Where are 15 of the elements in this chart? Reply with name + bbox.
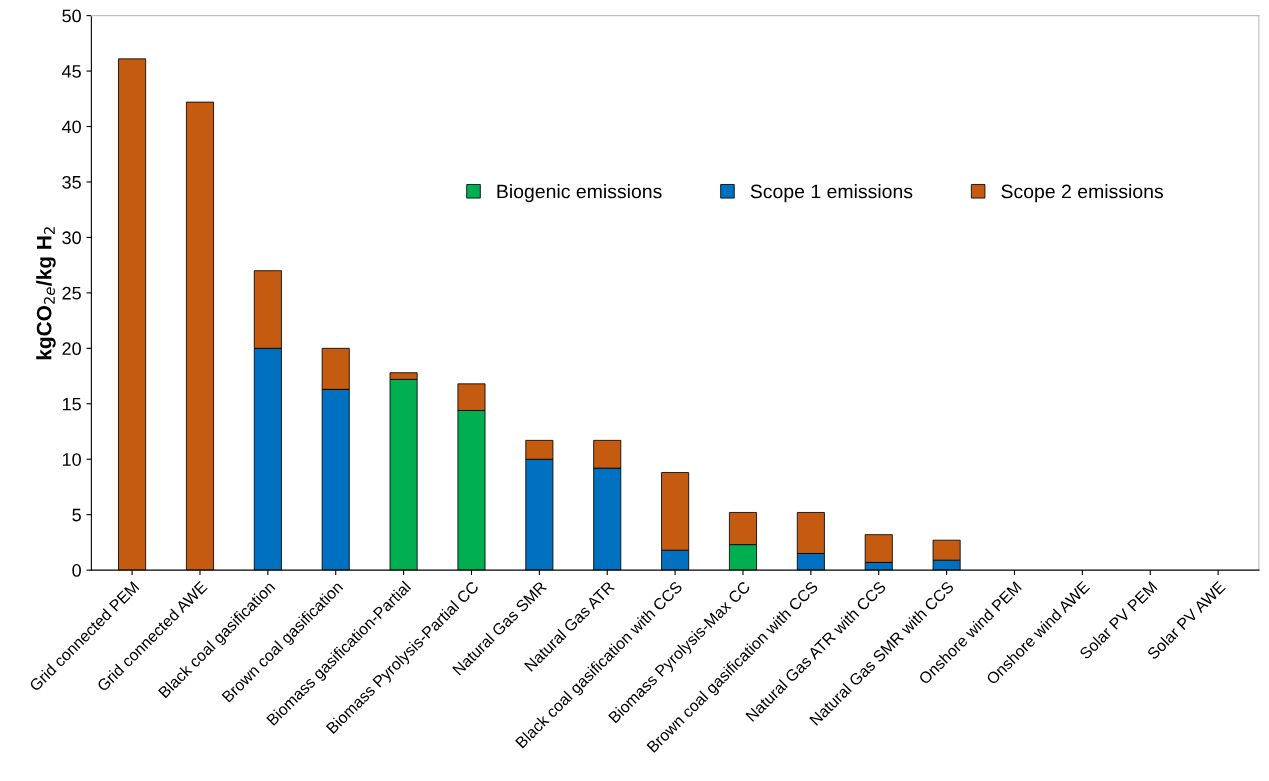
y-tick-label: 40 <box>61 120 81 134</box>
legend-label: Scope 2 emissions <box>1001 184 1163 203</box>
y-axis-title: kgCO$_{2e}$/kg H$_{2}$ <box>36 227 56 360</box>
y-tick-label: 5 <box>72 508 81 522</box>
y-tick-label: 50 <box>62 9 81 23</box>
y-tick-label: 0 <box>72 564 81 577</box>
y-tick-label: 30 <box>62 231 81 245</box>
legend-label: Biogenic emissions <box>497 184 662 203</box>
y-tick-label: 45 <box>61 65 81 78</box>
y-tick-label: 15 <box>62 397 81 411</box>
y-tick-label: 10 <box>62 453 81 466</box>
y-tick-label: 35 <box>62 175 81 189</box>
y-tick-label: 20 <box>62 342 81 356</box>
y-tick-label: 25 <box>62 286 81 300</box>
legend-label: Scope 1 emissions <box>750 184 913 203</box>
